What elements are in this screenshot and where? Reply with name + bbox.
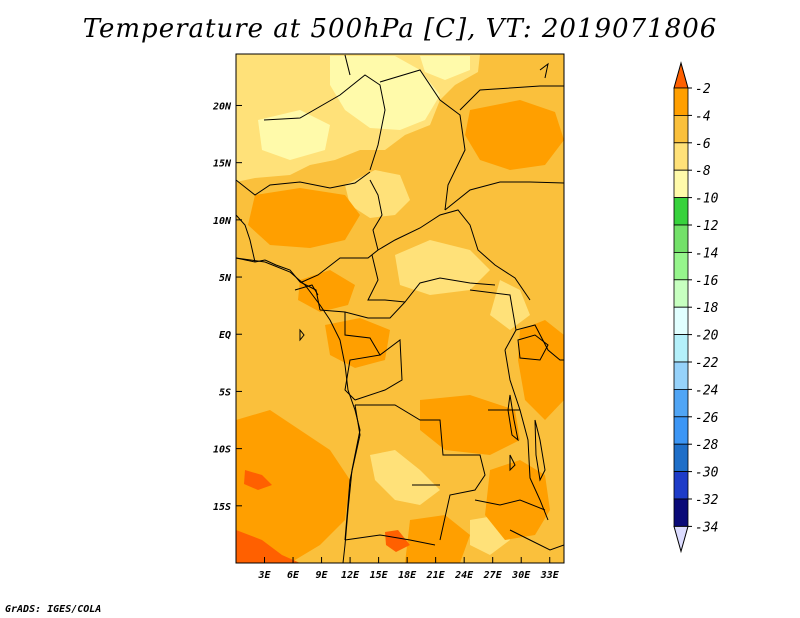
lon-tick-label: 24E xyxy=(454,570,474,581)
temperature-band-minus10 xyxy=(258,56,470,160)
lat-tick-label: 15N xyxy=(213,159,232,170)
colorbar-label: -26 xyxy=(695,411,719,426)
colorbar-swatch xyxy=(673,498,689,527)
colorbar-label: -24 xyxy=(695,383,718,398)
lat-tick-label: 5N xyxy=(219,273,232,284)
colorbar-label: -34 xyxy=(695,520,718,535)
map-area xyxy=(236,54,564,563)
colorbar-swatch xyxy=(673,416,689,445)
lon-tick-label: 3E xyxy=(257,570,271,581)
lat-tick-label: 10S xyxy=(213,445,231,456)
colorbar-label: -6 xyxy=(695,137,711,152)
colorbar-swatch xyxy=(673,251,689,281)
colorbar-label: -10 xyxy=(695,192,719,207)
latitude-axis: 20N 15N 10N 5N EQ 5S 10S 15S xyxy=(212,101,242,513)
grads-credit: GrADS: IGES/COLA xyxy=(5,604,102,615)
colorbar-top-arrow xyxy=(673,61,689,89)
colorbar-legend: -2 -4 -6 -8 -10 -12 -14 -16 -18 -20 -22 -24 -26 -28 -3… xyxy=(673,61,719,554)
temperature-band-minus4 xyxy=(236,100,564,563)
colorbar-label: -18 xyxy=(695,301,719,316)
lon-tick-label: 12E xyxy=(341,570,360,581)
colorbar-label: -8 xyxy=(695,164,711,179)
map-frame xyxy=(235,53,565,564)
lon-tick-label: 9E xyxy=(316,570,329,581)
lat-tick-label: 15S xyxy=(213,502,231,513)
colorbar-swatch xyxy=(673,87,689,116)
colorbar-label: -4 xyxy=(695,109,711,124)
colorbar-swatch xyxy=(673,224,689,253)
colorbar-label: -12 xyxy=(695,219,719,234)
lon-tick-label: 27E xyxy=(483,570,503,581)
colorbar-swatch xyxy=(673,197,689,226)
colorbar-swatch xyxy=(673,471,689,500)
lat-tick-label: 5S xyxy=(219,387,231,398)
colorbar-swatch xyxy=(673,443,689,473)
colorbar-label: -30 xyxy=(695,466,719,481)
colorbar-bottom-arrow xyxy=(673,525,689,554)
lon-tick-label: 30E xyxy=(511,570,531,581)
colorbar-swatch xyxy=(673,279,689,308)
colorbar-label: -16 xyxy=(695,274,719,289)
colorbar-label: -20 xyxy=(695,329,719,344)
colorbar-swatch xyxy=(673,361,689,390)
colorbar-swatch xyxy=(673,388,689,418)
colorbar-swatch xyxy=(673,142,689,171)
lon-tick-label: 18E xyxy=(398,570,417,581)
colorbar-label: -22 xyxy=(695,356,719,371)
colorbar-label: -28 xyxy=(695,438,719,453)
lon-tick-label: 33E xyxy=(540,570,560,581)
colorbar-label: -2 xyxy=(695,82,711,97)
lat-tick-label: 10N xyxy=(213,216,232,227)
longitude-axis: 3E 6E 9E 12E 15E 18E 21E 24E 27E 30E 33E xyxy=(257,557,560,581)
lon-tick-label: 15E xyxy=(370,570,389,581)
lon-tick-label: 21E xyxy=(426,570,446,581)
coastline xyxy=(236,257,361,563)
lat-tick-label: 20N xyxy=(212,101,232,112)
colorbar-swatch xyxy=(673,334,689,363)
lon-tick-label: 6E xyxy=(287,570,300,581)
temperature-band-minus2 xyxy=(236,470,410,563)
colorbar-label: -14 xyxy=(695,246,718,261)
lakes xyxy=(507,334,549,482)
lat-tick-label: EQ xyxy=(219,330,231,341)
map-title: Temperature at 500hPa [C], VT: 201907180… xyxy=(82,14,718,44)
colorbar-swatch xyxy=(673,306,689,336)
colorbar-swatch xyxy=(673,115,689,144)
country-borders xyxy=(236,54,564,551)
colorbar-swatch xyxy=(673,169,689,198)
colorbar-label: -32 xyxy=(695,493,719,508)
